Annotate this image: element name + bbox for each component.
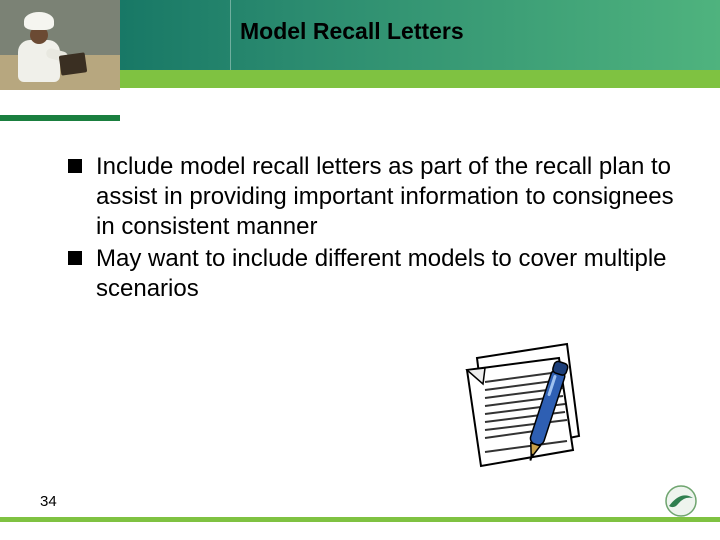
footer-logo-icon — [664, 484, 698, 518]
photo-clipboard — [59, 52, 88, 75]
bullet-marker-icon — [68, 251, 82, 265]
slide-header: Model Recall Letters — [0, 0, 720, 90]
bullet-item: Include model recall letters as part of … — [68, 152, 680, 242]
bullet-text: May want to include different models to … — [96, 244, 680, 304]
accent-bar — [0, 115, 120, 121]
header-photo-worker — [0, 0, 120, 90]
page-number: 34 — [40, 493, 57, 510]
slide-title: Model Recall Letters — [240, 18, 464, 45]
footer-bar — [0, 517, 720, 522]
bullet-item: May want to include different models to … — [68, 244, 680, 304]
content-area: Include model recall letters as part of … — [68, 152, 680, 306]
bullet-text: Include model recall letters as part of … — [96, 152, 680, 242]
photo-body — [18, 40, 60, 82]
header-divider — [230, 0, 231, 70]
bullet-marker-icon — [68, 159, 82, 173]
photo-person — [10, 12, 65, 82]
letter-pen-clipart — [455, 338, 605, 478]
photo-hardhat — [24, 12, 54, 30]
